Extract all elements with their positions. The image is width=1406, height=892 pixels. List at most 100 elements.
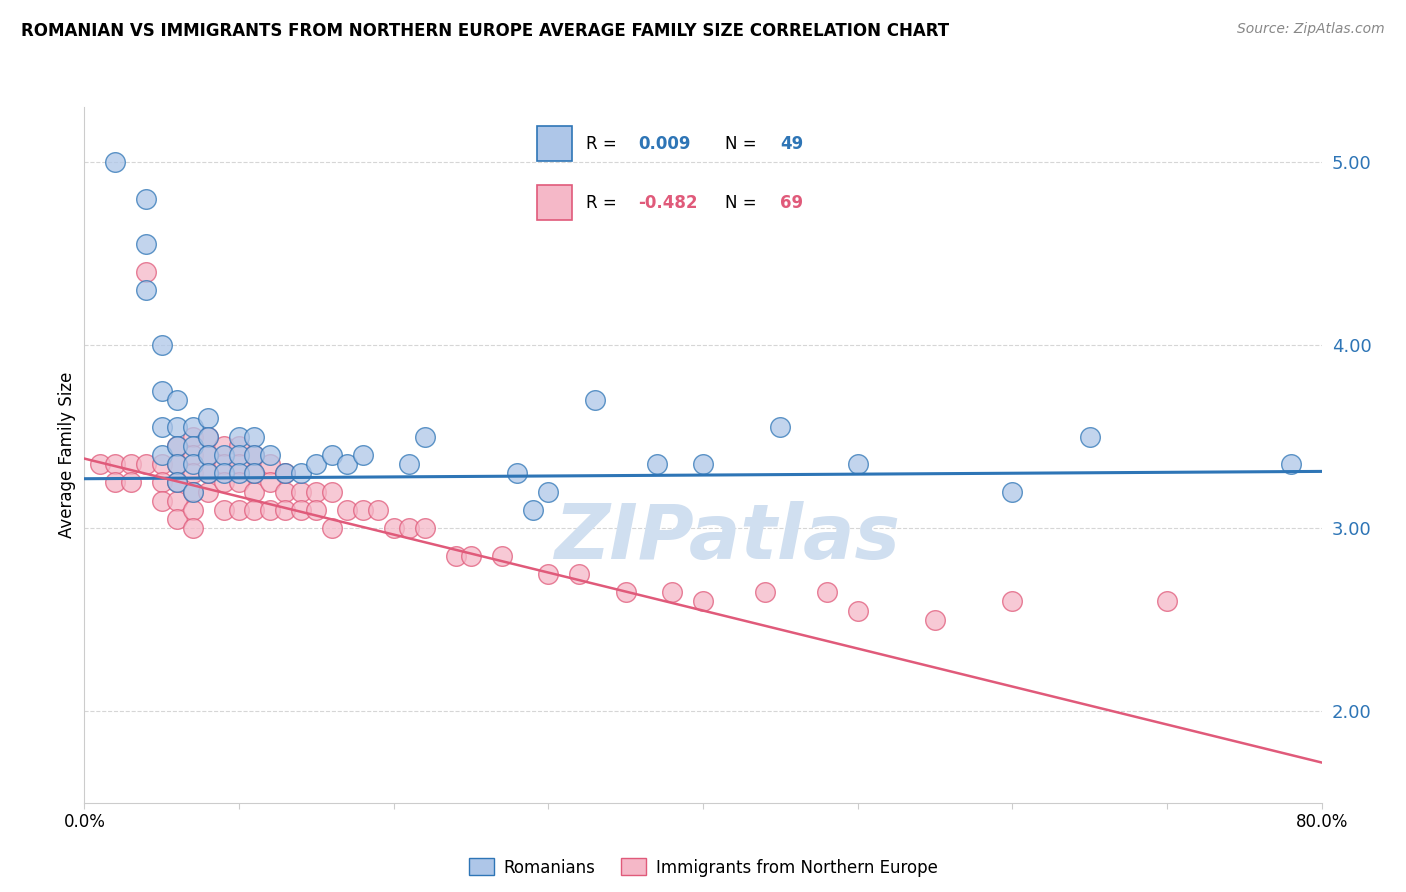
Point [104, 475, 127, 490]
Point [352, 448, 374, 462]
Point [212, 467, 235, 481]
Point [444, 549, 467, 563]
Point [568, 566, 591, 581]
Point [274, 467, 297, 481]
Point [150, 448, 173, 462]
Point [181, 484, 204, 499]
Point [228, 457, 250, 471]
Point [181, 467, 204, 481]
Point [197, 467, 219, 481]
Point [166, 392, 188, 407]
Point [150, 475, 173, 490]
Point [197, 467, 219, 481]
Point [305, 484, 328, 499]
Point [181, 457, 204, 471]
Point [135, 265, 157, 279]
Point [228, 439, 250, 453]
Point [1001, 484, 1024, 499]
Point [166, 475, 188, 490]
Point [197, 448, 219, 462]
Point [150, 493, 173, 508]
Point [274, 484, 297, 499]
Point [336, 457, 359, 471]
Point [166, 439, 188, 453]
Text: Source: ZipAtlas.com: Source: ZipAtlas.com [1237, 22, 1385, 37]
Point [537, 566, 560, 581]
Point [243, 448, 266, 462]
Point [321, 448, 343, 462]
Point [243, 484, 266, 499]
Text: ROMANIAN VS IMMIGRANTS FROM NORTHERN EUROPE AVERAGE FAMILY SIZE CORRELATION CHAR: ROMANIAN VS IMMIGRANTS FROM NORTHERN EUR… [21, 22, 949, 40]
Point [166, 475, 188, 490]
Point [243, 467, 266, 481]
Point [197, 484, 219, 499]
Point [228, 475, 250, 490]
Point [197, 429, 219, 443]
Point [815, 585, 838, 599]
Point [181, 448, 204, 462]
Point [382, 521, 405, 535]
Point [197, 429, 219, 443]
Point [243, 448, 266, 462]
Point [212, 503, 235, 517]
Point [1078, 429, 1101, 443]
Point [692, 594, 714, 608]
Point [243, 467, 266, 481]
Point [212, 475, 235, 490]
Point [181, 503, 204, 517]
Point [305, 457, 328, 471]
Point [212, 448, 235, 462]
Point [290, 503, 312, 517]
Point [243, 429, 266, 443]
Point [1001, 594, 1024, 608]
Point [228, 448, 250, 462]
Point [150, 338, 173, 352]
Point [537, 484, 560, 499]
Point [228, 503, 250, 517]
Point [150, 457, 173, 471]
Point [104, 155, 127, 169]
Point [661, 585, 683, 599]
Point [181, 439, 204, 453]
Point [506, 467, 529, 481]
Point [212, 439, 235, 453]
Point [846, 603, 869, 617]
Point [398, 457, 420, 471]
Point [491, 549, 513, 563]
Point [166, 420, 188, 434]
Point [274, 503, 297, 517]
Point [166, 457, 188, 471]
Point [89, 457, 111, 471]
Point [846, 457, 869, 471]
Point [259, 457, 281, 471]
Point [367, 503, 389, 517]
Point [212, 457, 235, 471]
Point [413, 521, 436, 535]
Point [243, 503, 266, 517]
Point [352, 503, 374, 517]
Point [120, 475, 142, 490]
Point [754, 585, 776, 599]
Point [181, 521, 204, 535]
Point [135, 237, 157, 252]
Point [197, 411, 219, 425]
Point [1279, 457, 1302, 471]
Point [259, 503, 281, 517]
Point [259, 475, 281, 490]
Point [583, 392, 606, 407]
Y-axis label: Average Family Size: Average Family Size [58, 372, 76, 538]
Point [305, 503, 328, 517]
Legend: Romanians, Immigrants from Northern Europe: Romanians, Immigrants from Northern Euro… [460, 850, 946, 885]
Point [614, 585, 637, 599]
Point [228, 429, 250, 443]
Point [259, 448, 281, 462]
Point [166, 493, 188, 508]
Point [120, 457, 142, 471]
Point [228, 467, 250, 481]
Point [150, 384, 173, 398]
Point [1156, 594, 1178, 608]
Point [522, 503, 544, 517]
Point [321, 484, 343, 499]
Point [645, 457, 668, 471]
Point [290, 484, 312, 499]
